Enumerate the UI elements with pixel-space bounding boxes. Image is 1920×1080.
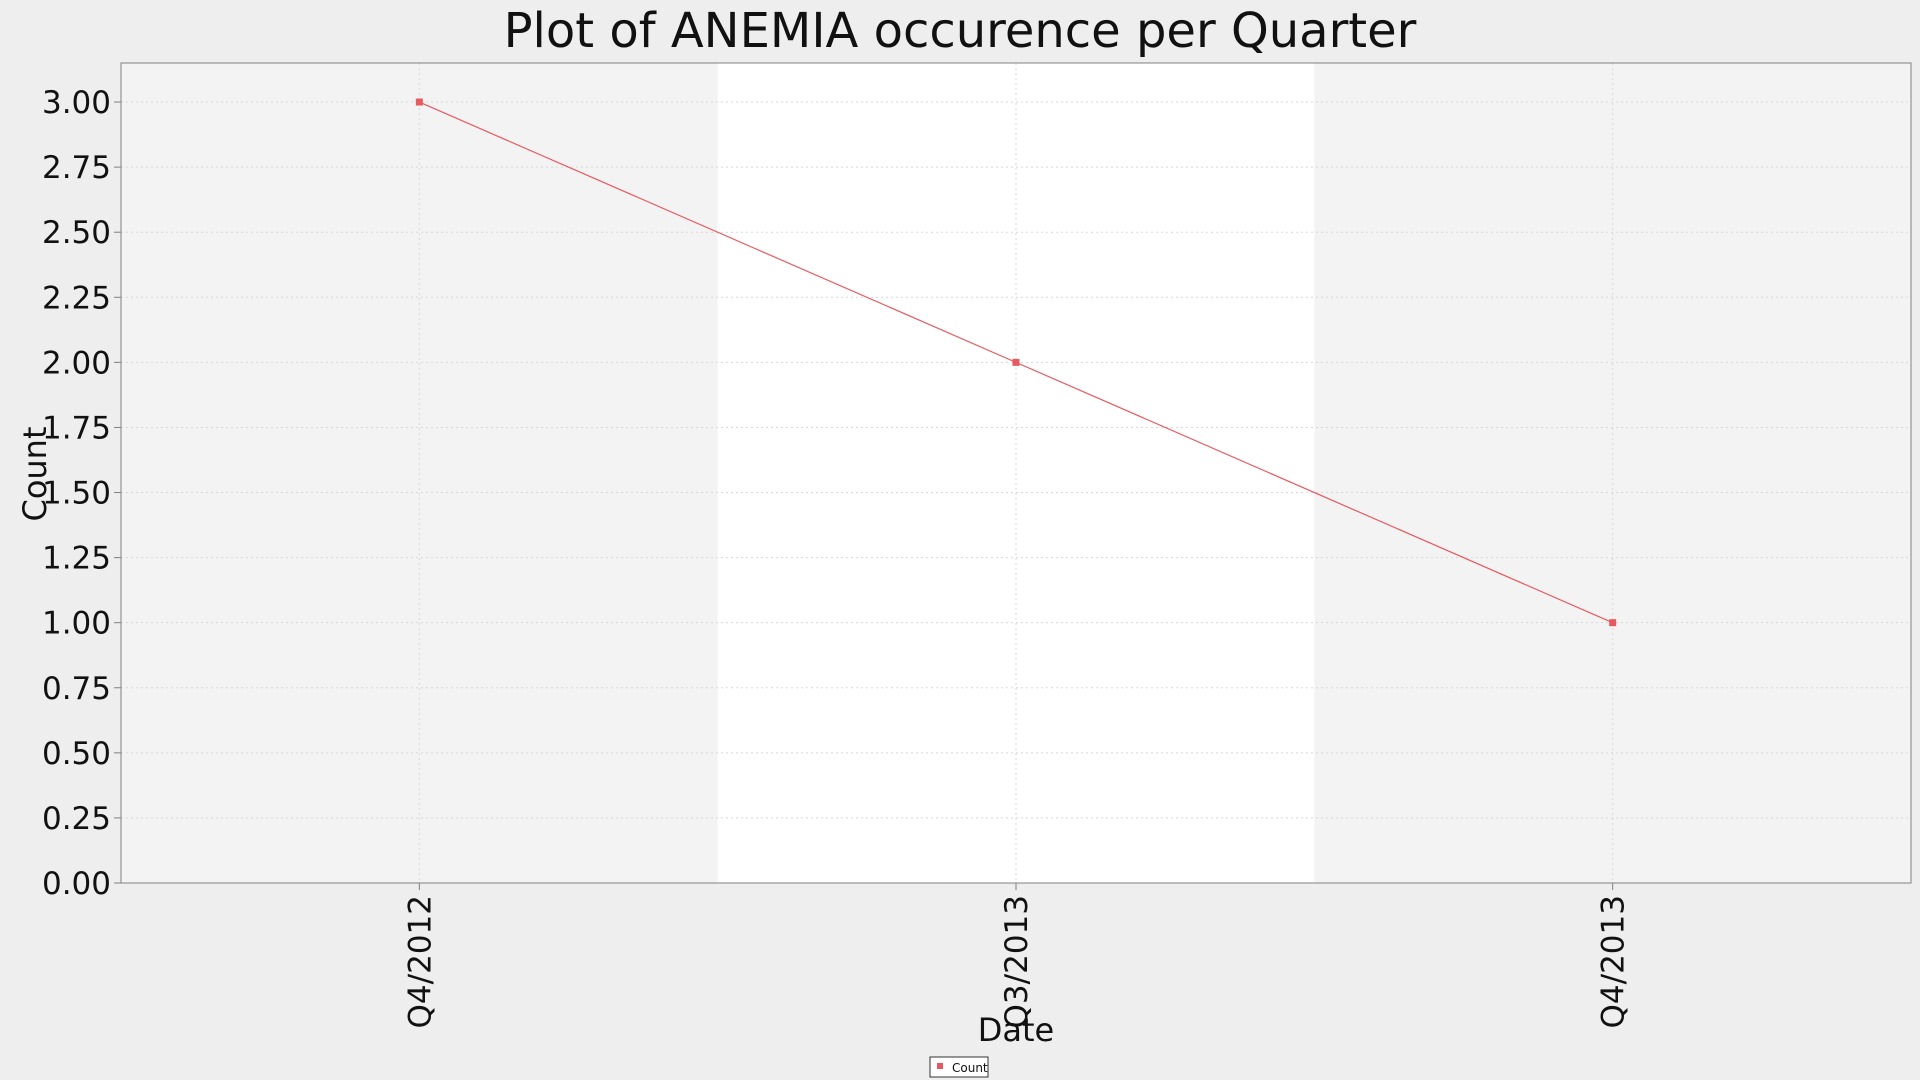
y-tick-label: 0.50: [42, 736, 111, 772]
y-tick-label: 1.25: [42, 541, 111, 577]
y-tick-label: 1.50: [42, 476, 111, 512]
x-tick-label: Q4/2013: [1596, 895, 1632, 1028]
y-tick-label: 1.75: [42, 410, 111, 446]
y-tick-label: 2.50: [42, 215, 111, 251]
x-axis-label: Date: [978, 1011, 1054, 1049]
y-tick-label: 3.00: [42, 85, 111, 121]
legend-marker: [937, 1063, 943, 1069]
y-tick-label: 0.00: [42, 866, 111, 902]
y-tick-label: 1.00: [42, 606, 111, 642]
y-axis-label: Count: [16, 426, 54, 521]
data-point: [1609, 619, 1617, 627]
chart-title: Plot of ANEMIA occurence per Quarter: [504, 3, 1417, 59]
data-point: [415, 98, 423, 106]
plot-frame: [120, 62, 1912, 884]
y-tick-label: 2.75: [42, 150, 111, 186]
data-point: [1012, 358, 1020, 366]
y-tick-label: 0.25: [42, 801, 111, 837]
x-tick-label: Q3/2013: [999, 895, 1035, 1028]
legend-label: Count: [952, 1061, 988, 1075]
y-tick-label: 2.00: [42, 345, 111, 381]
y-tick-label: 0.75: [42, 671, 111, 707]
legend-box: [929, 1056, 989, 1078]
x-tick-label: Q4/2012: [402, 895, 438, 1028]
plot-area: 0.00 0.25 0.50 0.75 1.00 1.25 1.50 1.75 2.00 2.25…: [42, 62, 1912, 1028]
legend: Count: [929, 1056, 989, 1078]
y-tick-label: 2.25: [42, 280, 111, 316]
